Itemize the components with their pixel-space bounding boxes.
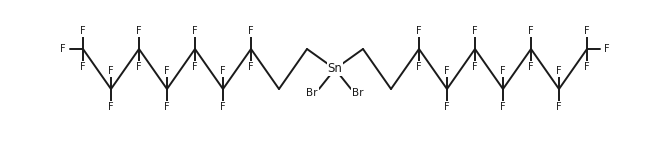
Text: F: F (192, 62, 198, 72)
Text: F: F (500, 66, 506, 76)
Text: F: F (220, 102, 226, 112)
Text: F: F (528, 62, 534, 72)
Text: F: F (584, 26, 590, 36)
Text: F: F (60, 44, 66, 54)
Text: Br: Br (352, 88, 364, 98)
Text: F: F (584, 62, 590, 72)
Text: F: F (220, 66, 226, 76)
Text: F: F (472, 26, 478, 36)
Text: F: F (164, 102, 170, 112)
Text: F: F (108, 102, 114, 112)
Text: F: F (164, 66, 170, 76)
Text: F: F (444, 102, 450, 112)
Text: Br: Br (306, 88, 318, 98)
Text: F: F (416, 62, 422, 72)
Text: F: F (80, 62, 86, 72)
Text: F: F (416, 26, 422, 36)
Text: F: F (556, 66, 562, 76)
Text: F: F (80, 26, 86, 36)
Text: F: F (248, 26, 254, 36)
Text: F: F (248, 62, 254, 72)
Text: F: F (556, 102, 562, 112)
Text: F: F (108, 66, 114, 76)
Text: F: F (528, 26, 534, 36)
Text: F: F (500, 102, 506, 112)
Text: Sn: Sn (328, 62, 342, 75)
Text: F: F (136, 62, 142, 72)
Text: F: F (192, 26, 198, 36)
Text: F: F (444, 66, 450, 76)
Text: F: F (136, 26, 142, 36)
Text: F: F (472, 62, 478, 72)
Text: F: F (604, 44, 610, 54)
